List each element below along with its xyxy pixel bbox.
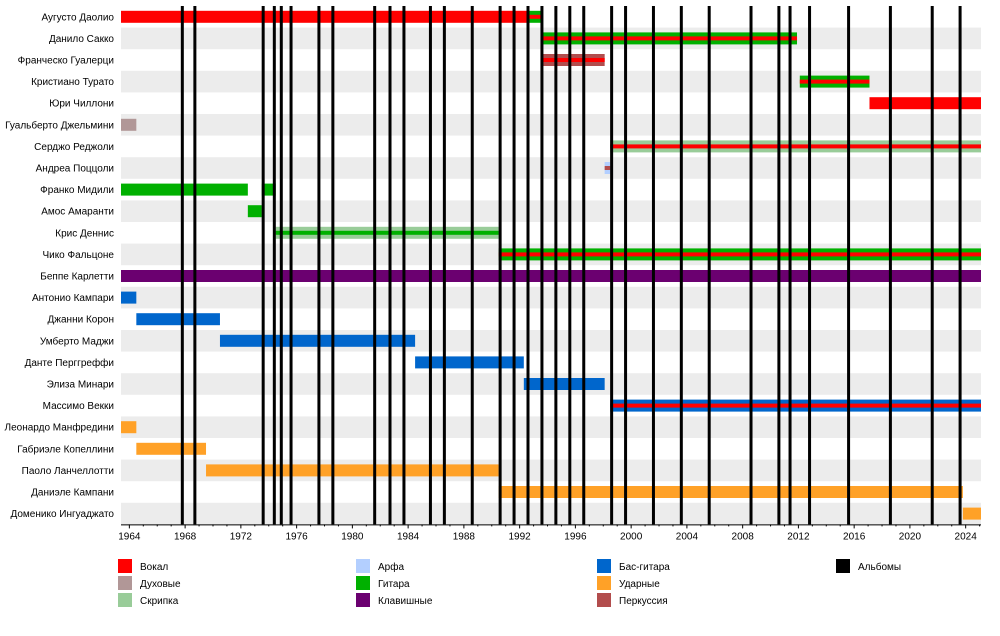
member-name: Антонио Кампари — [32, 293, 114, 304]
x-tick-label: 2024 — [955, 531, 978, 542]
member-bar-winds — [121, 118, 137, 131]
x-tick-label: 2012 — [787, 531, 810, 542]
member-name: Массимо Векки — [43, 401, 114, 412]
row-stripe — [121, 286, 981, 309]
x-tick-label: 1984 — [397, 531, 420, 542]
member-name: Даниэле Кампани — [31, 488, 114, 499]
x-tick-label: 1976 — [285, 531, 308, 542]
member-name: Паоло Ланчеллотти — [22, 466, 114, 477]
row-stripe — [121, 416, 981, 438]
x-tick-label: 2008 — [732, 531, 755, 542]
row-stripe — [121, 114, 981, 136]
member-name: Чико Фальцоне — [42, 250, 114, 261]
member-name: Леонардо Манфредини — [5, 422, 114, 434]
member-bar-bass — [415, 356, 524, 369]
legend-swatch-violin — [118, 593, 132, 607]
member-name: Амос Амаранти — [41, 207, 114, 218]
legend-label-violin: Скрипка — [140, 596, 179, 607]
row-stripe — [121, 157, 981, 179]
member-bar-bass — [121, 291, 137, 304]
member-name: Аугусто Даолио — [41, 12, 114, 23]
member-bar-drums — [136, 442, 207, 455]
x-tick-label: 1988 — [453, 531, 476, 542]
legend-label-winds: Духовые — [140, 579, 181, 590]
member-name: Андреа Поццоли — [36, 164, 114, 175]
member-bar-drums — [206, 464, 499, 477]
legend-swatch-bass — [597, 559, 611, 573]
x-axis: 1964 1968 1972 1976 1980 1984 1988 1992 1996 2000… — [118, 524, 981, 542]
legend: Вокал Духовые Скрипка Арфа Гитара Клавишные Ба… — [118, 559, 901, 607]
album-lines — [180, 6, 962, 525]
legend-swatch-albums — [836, 559, 850, 573]
member-name: Франческо Гуалерци — [18, 56, 114, 67]
member-bar-keyboards — [121, 270, 981, 282]
member-name: Габриэле Копеллини — [17, 443, 114, 455]
legend-swatch-keyboards — [356, 593, 370, 607]
member-name: Данило Сакко — [49, 34, 114, 45]
legend-label-guitar: Гитара — [378, 579, 410, 590]
member-name-labels: Аугусто Даолио Данило Сакко Франческо Гуал… — [5, 12, 115, 520]
member-bar-secondary-vocals — [799, 79, 870, 84]
member-bar-secondary-vocals — [540, 36, 798, 41]
member-name: Крис Деннис — [55, 228, 114, 239]
row-stripe — [121, 502, 981, 525]
x-tick-label: 1972 — [230, 531, 253, 542]
member-name: Гуальберто Джельмини — [5, 119, 114, 131]
legend-label-vocals: Вокал — [140, 562, 168, 573]
x-tick-label: 1964 — [118, 531, 141, 542]
x-tick-label: 1968 — [174, 531, 197, 542]
member-bar-guitar — [247, 205, 262, 218]
member-name: Доменико Ингуаджато — [10, 509, 114, 520]
member-name: Джанни Корон — [48, 315, 114, 326]
x-tick-label: 2016 — [843, 531, 866, 542]
member-bar-drums — [498, 486, 963, 498]
legend-swatch-winds — [118, 576, 132, 590]
member-bar-secondary-guitar — [275, 230, 499, 235]
legend-swatch-percussion — [597, 593, 611, 607]
member-bar-vocals — [121, 10, 529, 23]
member-name: Юри Чиллони — [49, 99, 114, 110]
legend-label-drums: Ударные — [619, 579, 660, 590]
x-tick-label: 2020 — [899, 531, 922, 542]
member-name: Умберто Маджи — [40, 335, 114, 347]
legend-label-harp: Арфа — [378, 561, 404, 573]
legend-label-keyboards: Клавишные — [378, 596, 433, 607]
legend-swatch-drums — [597, 576, 611, 590]
member-bar-drums — [121, 421, 137, 434]
legend-swatch-harp — [356, 559, 370, 573]
x-tick-label: 1980 — [341, 531, 364, 542]
member-bar-vocals — [869, 97, 981, 110]
member-bar-secondary-percussion — [604, 166, 611, 170]
member-name: Элиза Минари — [47, 380, 114, 391]
member-bar-secondary-vocals — [498, 252, 981, 257]
x-tick-label: 2004 — [676, 531, 699, 542]
x-tick-label: 1992 — [509, 531, 532, 542]
member-bar-drums — [962, 507, 981, 520]
legend-label-bass: Бас-гитара — [619, 562, 670, 573]
member-name: Беппе Карлетти — [40, 272, 114, 283]
member-bar-guitar — [261, 183, 276, 196]
member-bar-secondary-vocals — [540, 58, 605, 62]
legend-swatch-guitar — [356, 576, 370, 590]
x-tick-label: 1996 — [564, 531, 587, 542]
member-name: Франко Мидили — [40, 185, 114, 196]
member-bar-bass — [523, 378, 605, 390]
member-bar-guitar — [121, 183, 248, 196]
member-name: Данте Перггреффи — [25, 357, 114, 369]
legend-label-albums: Альбомы — [858, 561, 901, 573]
row-stripe — [121, 70, 981, 93]
member-bar-secondary-vocals — [528, 14, 542, 19]
member-bar-secondary-vocals — [610, 144, 981, 149]
member-name: Серджо Реджоли — [34, 142, 114, 153]
legend-swatch-vocals — [118, 559, 132, 573]
row-stripe — [121, 200, 981, 222]
member-bar-bass — [136, 313, 220, 326]
legend-label-percussion: Перкуссия — [619, 596, 668, 607]
member-bar-secondary-vocals — [610, 403, 981, 408]
x-tick-label: 2000 — [620, 531, 643, 542]
member-name: Кристиано Турато — [31, 77, 114, 88]
